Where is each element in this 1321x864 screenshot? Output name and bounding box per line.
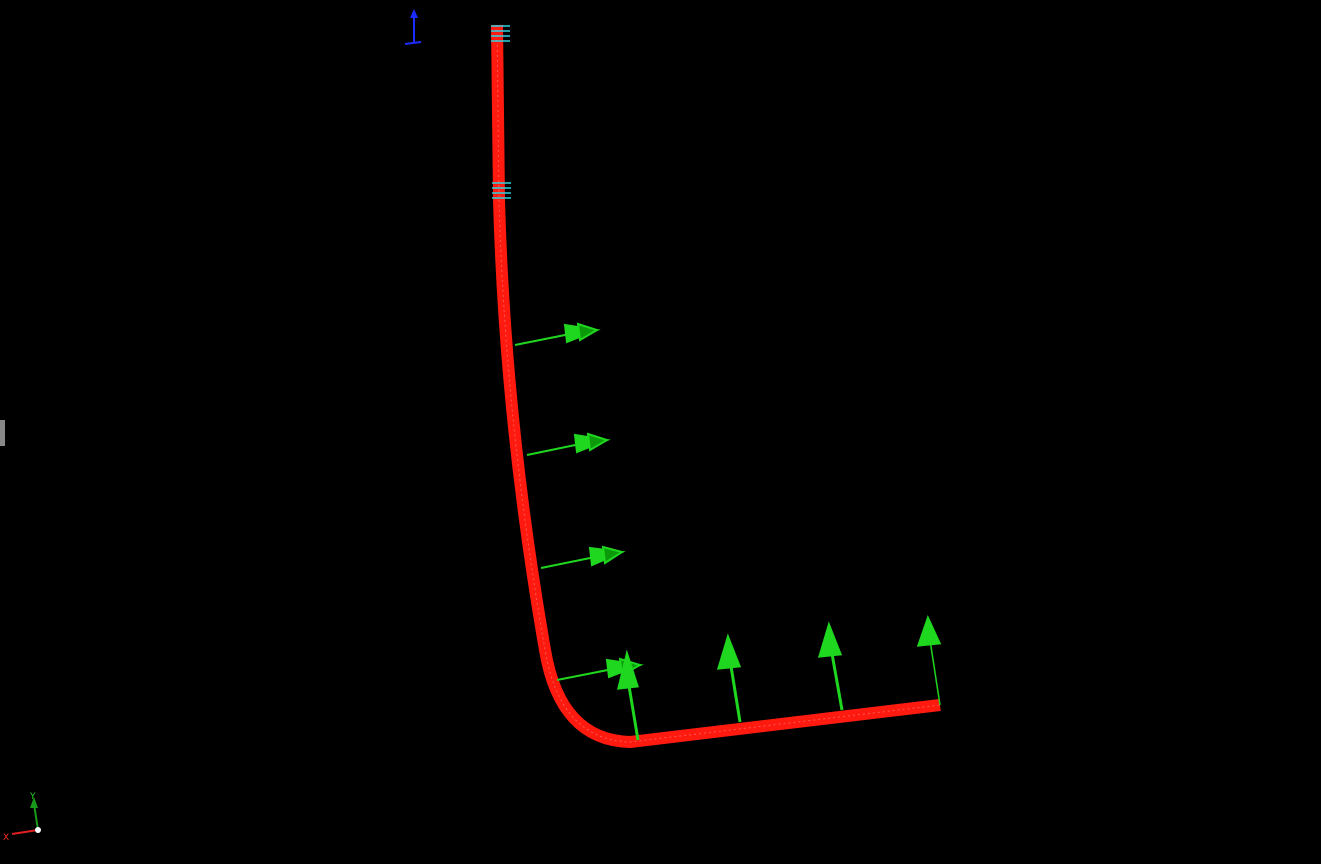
triad-axis (33, 803, 39, 831)
triad-label: Y (29, 792, 36, 802)
pipe (491, 24, 941, 748)
triad-axis (404, 41, 422, 45)
triad-axis (11, 829, 39, 835)
coordinate-triad: Y X (3, 792, 41, 843)
panel-handle[interactable] (0, 420, 5, 446)
triad-origin (35, 827, 41, 833)
triad-arrow (30, 797, 38, 808)
triad-arrow (410, 9, 418, 18)
triad-label: X (3, 833, 9, 843)
load-arrows (617, 614, 942, 741)
view-triad (404, 9, 422, 45)
load-arrows (514, 322, 644, 681)
fixture (491, 25, 511, 199)
